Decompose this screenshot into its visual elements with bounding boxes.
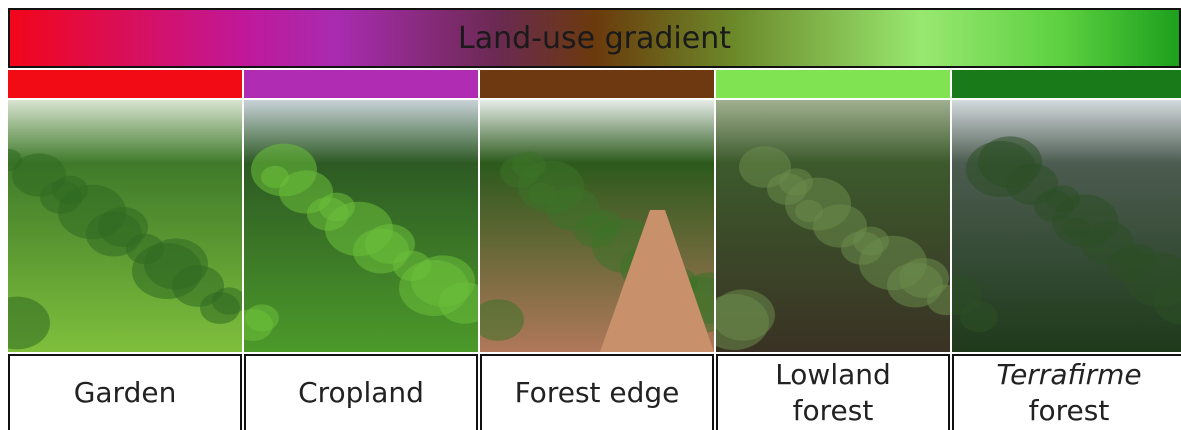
color-swatch: [952, 70, 1181, 98]
photo: [8, 100, 242, 352]
column-label: Cropland: [244, 354, 478, 430]
foliage: [411, 255, 475, 307]
label-line: forest: [1028, 394, 1110, 427]
foliage: [853, 226, 889, 256]
label-line: forest: [792, 394, 874, 427]
label-line: Lowland: [775, 358, 891, 391]
foliage: [245, 304, 279, 332]
foliage: [212, 287, 242, 315]
column: [952, 70, 1181, 352]
foliage: [716, 289, 775, 341]
foliage: [52, 175, 88, 205]
photo: [952, 100, 1181, 352]
column-label: Garden: [8, 354, 242, 430]
photo: [716, 100, 950, 352]
column-label: Lowland forest: [716, 354, 950, 430]
foliage: [144, 238, 208, 290]
road: [600, 210, 714, 352]
foliage: [586, 209, 622, 239]
gradient-bar: Land-use gradient: [8, 8, 1181, 68]
column-label: Terrafirme forest: [952, 354, 1181, 430]
column: [8, 70, 242, 352]
label-line: Terrafirme: [996, 358, 1142, 391]
foliage: [12, 153, 66, 197]
photo: [244, 100, 478, 352]
label-line: Forest edge: [514, 376, 680, 409]
foliage: [251, 143, 317, 197]
color-swatch: [716, 70, 950, 98]
foliage: [779, 168, 813, 196]
foliage: [899, 258, 949, 298]
label-line: Cropland: [298, 376, 424, 409]
foliage: [480, 299, 524, 341]
foliage: [98, 207, 148, 247]
foliage: [952, 275, 982, 315]
foliage: [365, 224, 415, 264]
foliage: [319, 192, 355, 222]
column-label: Forest edge: [480, 354, 714, 430]
column: [480, 70, 714, 352]
foliage: [1120, 243, 1156, 273]
foliage: [1046, 185, 1080, 213]
foliage: [512, 151, 546, 179]
title: Land-use gradient: [458, 20, 731, 56]
photo: [480, 100, 714, 352]
color-swatch: [480, 70, 714, 98]
foliage: [739, 146, 791, 188]
color-swatch: [8, 70, 242, 98]
column: [244, 70, 478, 352]
foliage: [8, 296, 50, 350]
column: [716, 70, 950, 352]
color-swatch: [244, 70, 478, 98]
foliage: [978, 136, 1042, 188]
label-line: Garden: [73, 376, 177, 409]
